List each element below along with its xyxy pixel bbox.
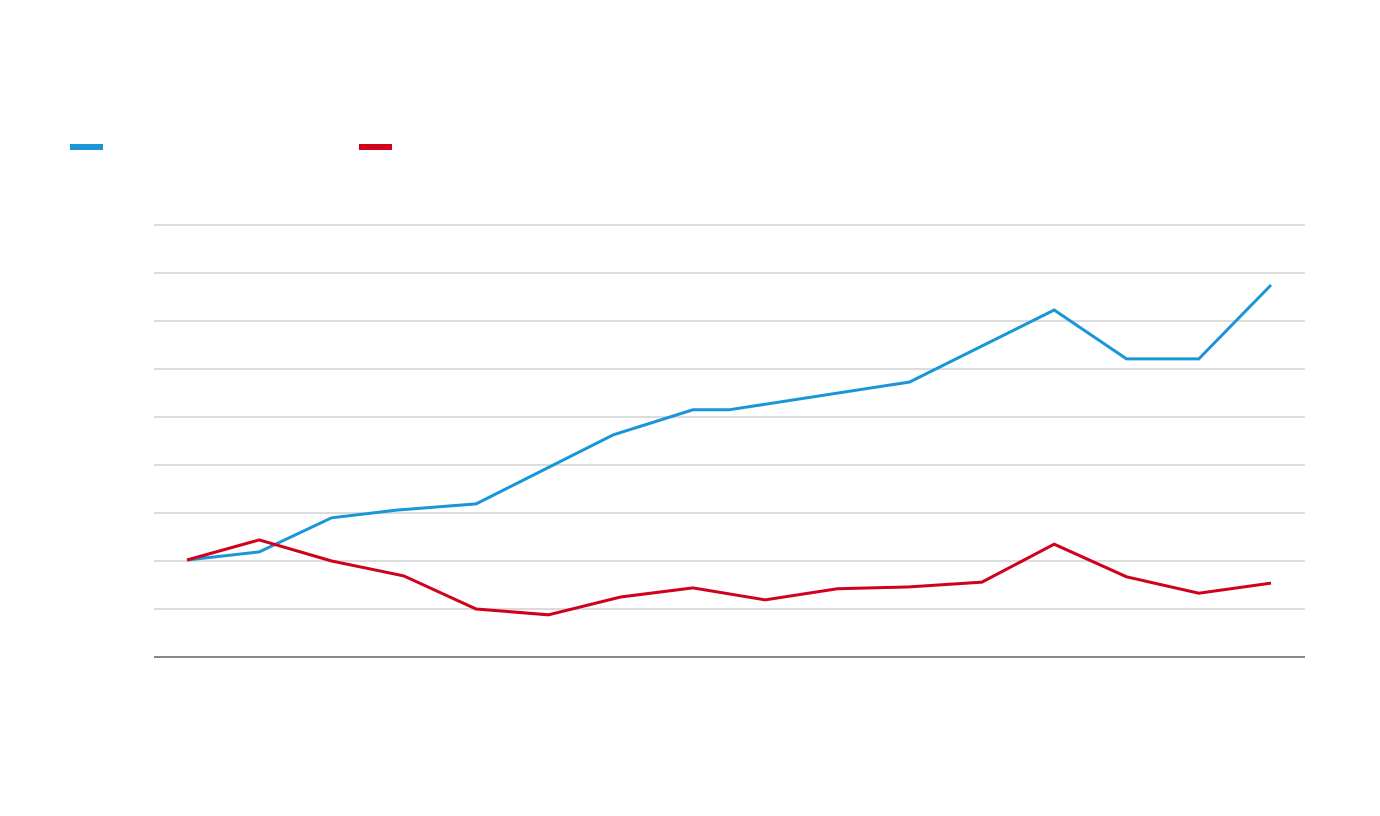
- legend: [70, 144, 392, 150]
- series-lines: [186, 283, 1273, 617]
- legend-swatch-series-1: [70, 144, 103, 150]
- series-line-1: [186, 283, 1273, 562]
- legend-swatch-series-2: [359, 144, 392, 150]
- series-line-2: [186, 538, 1272, 617]
- gridlines: [154, 224, 1305, 610]
